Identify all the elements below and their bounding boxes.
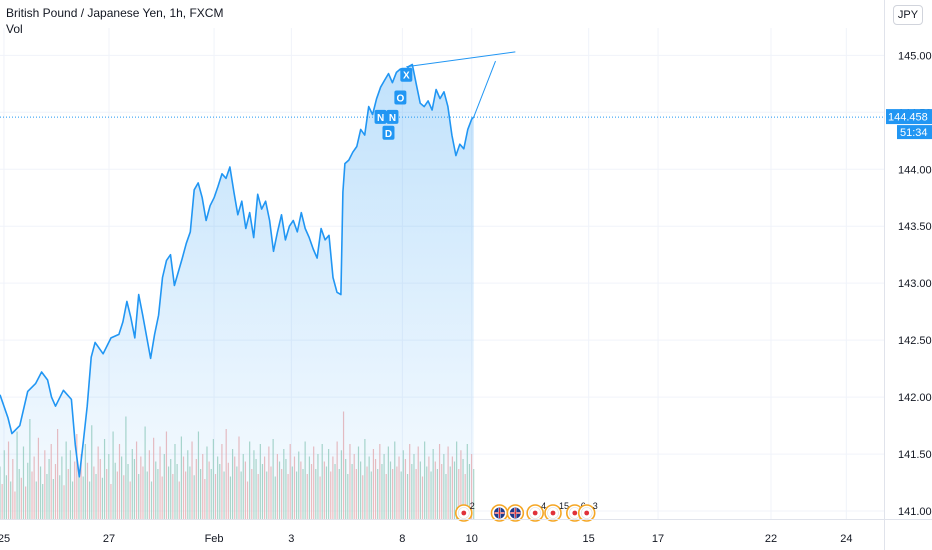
last-price-badge [886, 109, 932, 125]
flag-jp-dot [550, 510, 556, 516]
trade-marker-badge [400, 67, 413, 82]
event-count: 3 [593, 501, 598, 511]
trade-marker[interactable]: N [386, 109, 399, 124]
trade-marker[interactable]: N [374, 109, 387, 124]
y-tick-label: 144.000 [898, 164, 932, 176]
flag-jp-dot [584, 510, 590, 516]
x-tick-label: 27 [103, 533, 115, 545]
y-tick-label: 143.500 [898, 221, 932, 233]
chart-title: British Pound / Japanese Yen, 1h, FXCM [6, 6, 224, 20]
x-tick-label: 22 [765, 533, 777, 545]
y-tick-label: 142.000 [898, 392, 932, 404]
y-tick-label: 142.500 [898, 335, 932, 347]
x-tick-label: 25 [0, 533, 10, 545]
event-count: 15 [559, 501, 569, 511]
trade-marker-badge [386, 109, 399, 124]
event-marker[interactable]: 4 [526, 501, 546, 522]
volume-bar [473, 469, 475, 519]
event-marker[interactable]: 3 [577, 501, 598, 522]
trade-marker-label: O [396, 93, 404, 104]
trade-marker[interactable]: X [400, 67, 413, 82]
currency-button[interactable]: JPY [893, 5, 923, 25]
y-tick-label: 145.000 [898, 50, 932, 62]
trade-marker-badge [382, 125, 395, 140]
flag-jp-dot [572, 510, 578, 516]
countdown-badge [897, 125, 932, 140]
trade-marker-label: D [385, 129, 392, 140]
event-count: 2 [470, 501, 475, 511]
y-tick-label: 141.500 [898, 449, 932, 461]
y-tick-label: 143.000 [898, 278, 932, 290]
price-area [0, 64, 474, 519]
y-tick-label: 141.000 [898, 506, 932, 518]
x-tick-label: 17 [652, 533, 664, 545]
x-tick-label: 15 [583, 533, 595, 545]
countdown-value: 51:34 [900, 127, 928, 139]
last-price-tag: 144.458 51:34 [886, 109, 932, 140]
x-tick-label: 24 [840, 533, 852, 545]
trade-marker[interactable]: O [394, 90, 407, 105]
flag-jp-dot [461, 510, 467, 516]
event-marker[interactable]: 15 [544, 501, 569, 522]
last-price-value: 144.458 [888, 112, 928, 124]
projection-line[interactable] [473, 60, 496, 118]
x-tick-label: 8 [399, 533, 405, 545]
trade-marker[interactable]: D [382, 125, 395, 140]
trade-marker-label: N [389, 113, 396, 124]
trade-marker-badge [374, 109, 387, 124]
event-marker[interactable] [506, 504, 525, 522]
x-tick-label: 3 [288, 533, 294, 545]
trade-marker-label: N [377, 113, 384, 124]
event-count: 4 [541, 501, 546, 511]
volume-indicator-label[interactable]: Vol [6, 22, 23, 36]
x-tick-label: 10 [466, 533, 478, 545]
trendline[interactable] [406, 51, 516, 68]
event-marker[interactable]: 2 [455, 501, 475, 522]
event-marker[interactable] [490, 504, 509, 522]
trade-marker-badge [394, 90, 407, 105]
x-tick-label: Feb [205, 533, 224, 545]
flag-jp-dot [532, 510, 538, 516]
trade-marker-label: X [403, 71, 410, 82]
